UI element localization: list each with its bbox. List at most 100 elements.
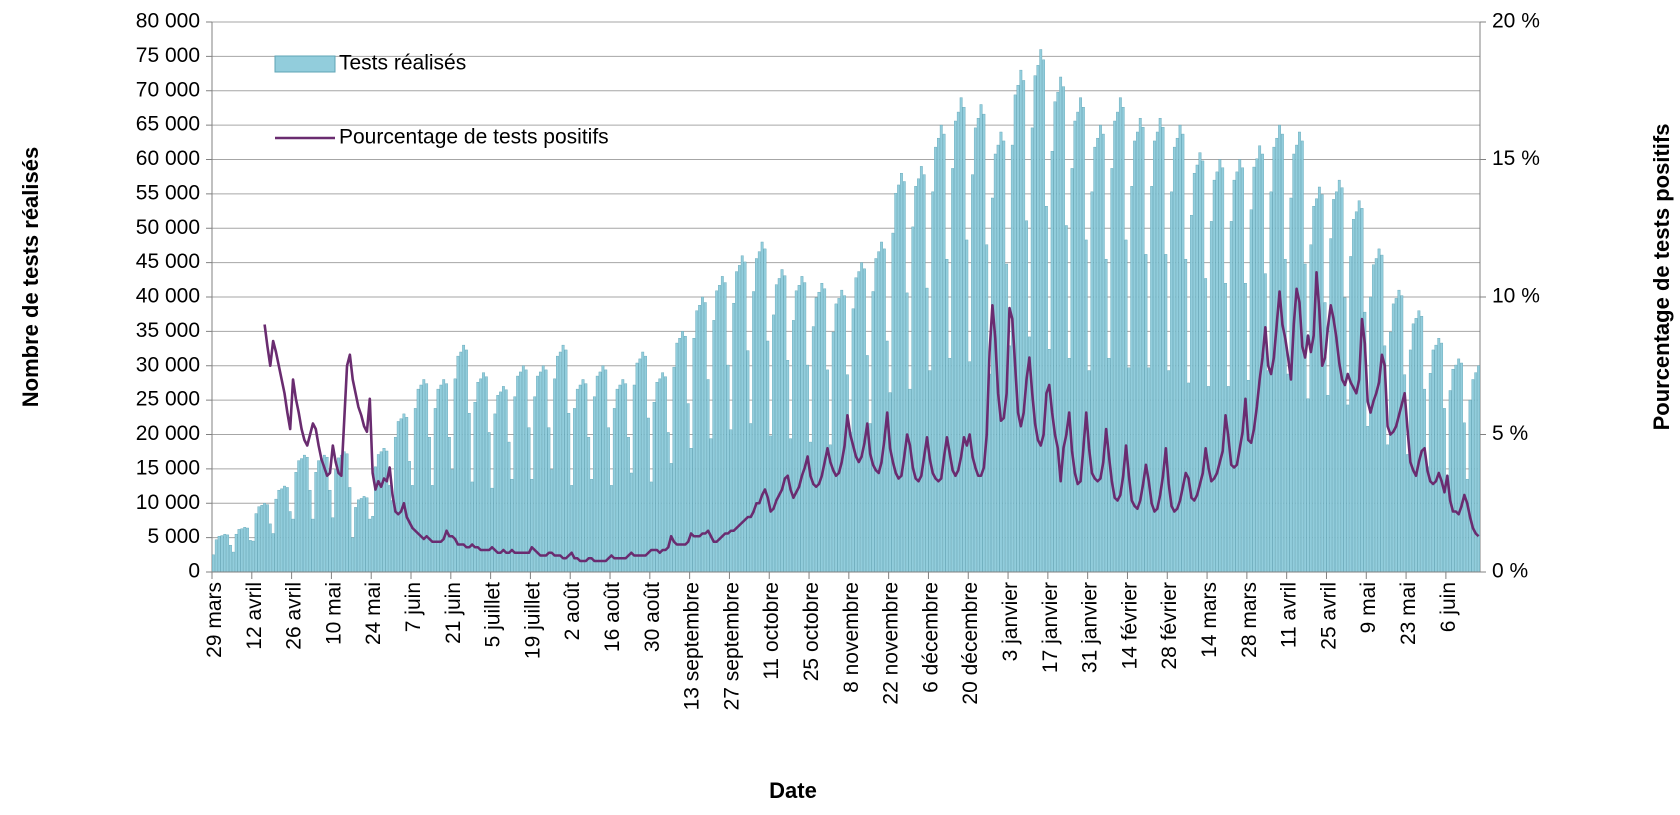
bar [661, 372, 665, 573]
bar [820, 283, 824, 573]
bar [510, 478, 514, 573]
bar [860, 262, 864, 573]
bar [726, 364, 730, 573]
bar [285, 487, 289, 573]
bar [1255, 158, 1259, 573]
bar [652, 401, 656, 573]
bar [612, 408, 616, 573]
bar [308, 489, 312, 573]
bar [885, 340, 889, 573]
x-tick-label: 29 mars [203, 582, 226, 658]
bar [934, 146, 937, 573]
bar [305, 456, 309, 573]
bar [351, 537, 355, 573]
bar [1184, 258, 1188, 573]
bar [937, 137, 940, 573]
bar [450, 469, 454, 573]
x-tick-label: 6 juin [1437, 582, 1460, 632]
bar [695, 310, 699, 573]
y-tick-label: 80 000 [136, 10, 200, 33]
bar [533, 396, 537, 573]
y-tick-label: 55 000 [136, 181, 200, 204]
bar [712, 320, 716, 573]
x-tick-label: 24 mai [362, 582, 385, 645]
bar [1076, 111, 1080, 573]
bar [615, 388, 619, 573]
x-tick-label: 11 octobre [760, 582, 783, 680]
bar [658, 378, 662, 573]
bar [1118, 97, 1122, 573]
bar [240, 528, 244, 573]
bar [686, 403, 690, 573]
bar [959, 97, 963, 573]
bar [1053, 101, 1057, 573]
bar [1423, 388, 1426, 573]
bar [888, 392, 892, 573]
bar [1226, 386, 1230, 573]
bar [445, 383, 448, 573]
x-tick-label: 3 janvier [999, 582, 1022, 661]
bar [226, 534, 230, 573]
bar [578, 384, 582, 573]
bar [513, 396, 517, 573]
bar [848, 432, 852, 573]
bar [675, 342, 679, 573]
x-tick-label: 19 juillet [521, 582, 544, 659]
bar [604, 369, 608, 573]
x-tick-label: 20 décembre [959, 582, 982, 705]
bar [715, 290, 719, 573]
x-tick-label: 22 novembre [880, 582, 903, 705]
bar [1181, 133, 1185, 573]
bar [1218, 159, 1222, 573]
x-tick-label: 21 juin [442, 582, 465, 644]
bar [1300, 140, 1304, 573]
bar [965, 239, 969, 573]
x-tick-label: 31 janvier [1079, 582, 1102, 673]
bar [757, 251, 761, 573]
bar [382, 448, 386, 573]
bar [811, 326, 815, 573]
bar [945, 258, 949, 573]
bar [1329, 238, 1333, 573]
bar [982, 113, 986, 573]
bar [402, 413, 406, 573]
bar [1386, 444, 1389, 573]
bar [1033, 75, 1037, 573]
bar [902, 181, 906, 573]
bar [837, 298, 841, 573]
bar [1269, 191, 1273, 573]
bar [294, 472, 298, 573]
x-tick-label: 13 septembre [681, 582, 704, 710]
bar [499, 391, 502, 573]
bar [729, 429, 733, 573]
x-tick-label: 5 juillet [482, 582, 505, 648]
bar [701, 296, 704, 573]
bar [1002, 140, 1006, 573]
bar [800, 276, 804, 573]
bar [908, 388, 912, 573]
bar [618, 384, 622, 573]
bar [408, 461, 411, 573]
bar [840, 289, 844, 573]
bar [1039, 49, 1043, 573]
x-tick-label: 2 août [561, 582, 584, 641]
bar [1448, 390, 1452, 573]
bar [433, 408, 437, 573]
bar [1064, 225, 1068, 573]
bar [1062, 86, 1065, 573]
bar [248, 540, 252, 573]
bar [1241, 167, 1244, 573]
bar [1417, 310, 1421, 573]
bar [1337, 179, 1341, 573]
bar [743, 261, 747, 573]
bar [678, 338, 682, 573]
bar [962, 107, 966, 573]
x-tick-label: 14 mars [1198, 582, 1221, 658]
bar [388, 485, 392, 573]
bar [874, 258, 878, 573]
bar [328, 489, 332, 573]
bar [504, 389, 508, 573]
bar [624, 383, 628, 573]
bar [1030, 127, 1034, 573]
bar [1397, 289, 1401, 573]
